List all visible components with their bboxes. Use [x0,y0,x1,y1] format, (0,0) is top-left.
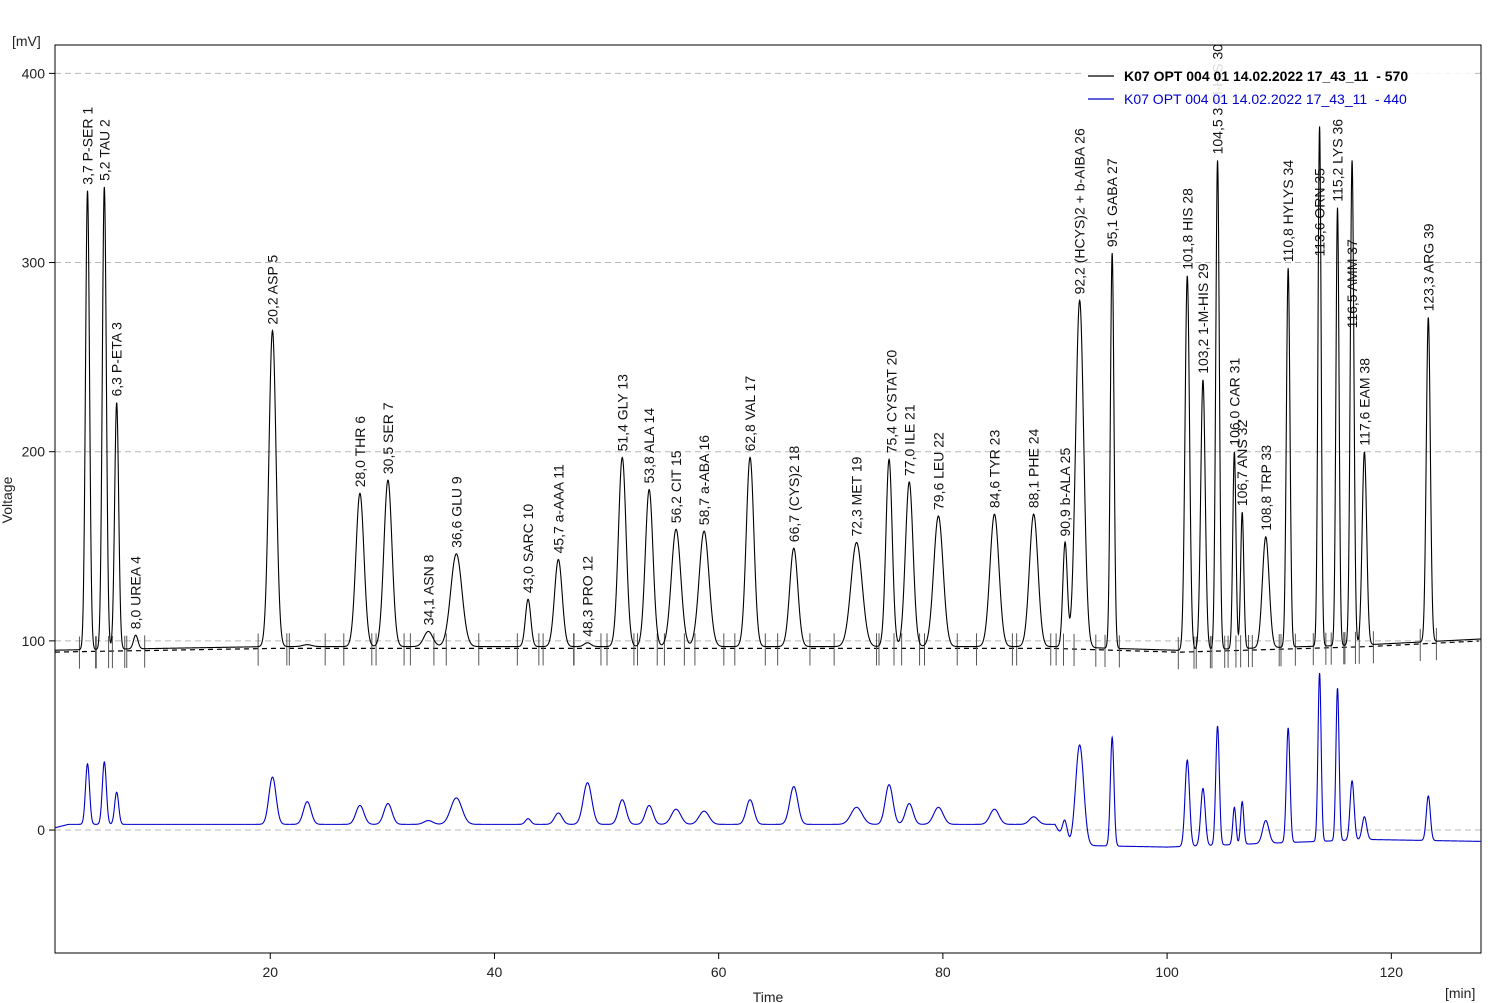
x-tick-label: 80 [935,964,951,980]
peak-label: 3,7 P-SER 1 [80,107,96,185]
legend-label-570: K07 OPT 004 01 14.02.2022 17_43_11 - 570 [1124,68,1408,84]
y-tick-label: 400 [22,65,46,81]
peak-label: 72,3 MET 19 [849,456,865,536]
integration-baseline [55,640,1479,653]
peak-label: 45,7 a-AAA 11 [550,464,566,553]
x-axis-title: Time [753,989,784,1003]
peak-label: 51,4 GLY 13 [614,374,630,452]
peak-label: 62,8 VAL 17 [742,376,758,452]
peak-label: 123,3 ARG 39 [1420,223,1436,311]
peak-label: 34,1 ASN 8 [420,554,436,625]
x-tick-label: 100 [1155,964,1179,980]
peak-label: 5,2 TAU 2 [96,119,112,181]
peak-label: 36,6 GLU 9 [448,476,464,548]
peak-label: 28,0 THR 6 [352,416,368,488]
peak-label: 113,6 ORN 35 [1312,168,1328,257]
y-axis-title: Voltage [0,476,15,523]
peak-label: 8,0 UREA 4 [128,556,144,629]
peak-label: 43,0 SARC 10 [520,504,536,594]
peak-label: 92,2 (HCYS)2 + b-AIBA 26 [1072,128,1088,294]
plot-frame [54,44,1482,954]
peak-label: 56,2 CIT 15 [668,450,684,523]
series-line-570[interactable] [55,126,1481,651]
peak-label: 116,5 AMM 37 [1344,239,1360,328]
peak-label: 66,7 (CYS)2 18 [786,445,802,542]
y-tick-label: 100 [22,633,46,649]
peak-label: 106,7 ANS 32 [1234,420,1250,507]
peak-label: 88,1 PHE 24 [1026,429,1042,509]
peak-label: 79,6 LEU 22 [930,432,946,510]
y-tick-label: 300 [22,255,46,271]
peak-label: 53,8 ALA 14 [641,408,657,484]
peak-label: 106,0 CAR 31 [1226,358,1242,446]
peak-label: 115,2 LYS 36 [1330,119,1346,202]
peak-label: 95,1 GABA 27 [1104,158,1120,247]
peak-label: 75,4 CYSTAT 20 [883,350,899,454]
series-line-440[interactable] [55,672,1481,848]
peak-label: 110,8 HYLYS 34 [1280,160,1296,262]
peak-label: 77,0 ILE 21 [901,404,917,476]
peak-label: 20,2 ASP 5 [265,255,281,325]
y-unit-label: [mV] [12,33,41,49]
x-tick-label: 40 [487,964,503,980]
peak-label: 30,5 SER 7 [380,402,396,474]
peak-label: 48,3 PRO 12 [580,556,596,637]
x-unit-label: [min] [1445,985,1475,1001]
x-tick-label: 120 [1380,964,1404,980]
peak-label: 90,9 b-ALA 25 [1057,448,1073,537]
x-tick-label: 60 [711,964,727,980]
peak-label: 58,7 a-ABA 16 [696,435,712,526]
peak-label: 108,8 TRP 33 [1258,445,1274,531]
peak-label: 101,8 HIS 28 [1179,188,1195,270]
x-tick-label: 20 [262,964,278,980]
legend-box [1084,62,1472,108]
y-tick-label: 0 [37,822,45,838]
legend-label-440: K07 OPT 004 01 14.02.2022 17_43_11 - 440 [1124,91,1407,107]
peak-label: 117,6 EAM 38 [1356,358,1372,446]
peak-label: 6,3 P-ETA 3 [109,322,125,397]
peak-label: 103,2 1-M-HIS 29 [1195,263,1211,374]
y-tick-label: 200 [22,444,46,460]
peak-label: 84,6 TYR 23 [987,430,1003,509]
